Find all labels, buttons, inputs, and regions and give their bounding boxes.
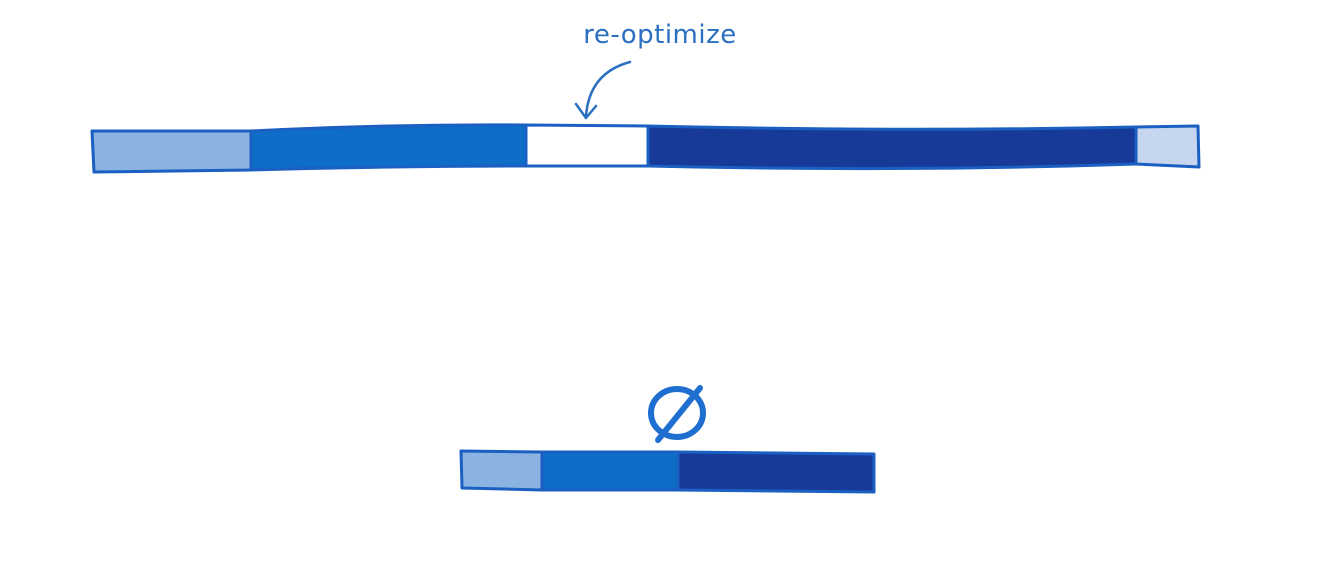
bottom-bar-segment-dark	[676, 450, 876, 494]
curved-arrow-icon	[584, 60, 632, 118]
top-bar-segment-gap	[524, 123, 650, 168]
top-bar-segment-pale	[1134, 124, 1201, 169]
top-bar-segment-dark	[646, 124, 1138, 171]
arrow-head-icon	[574, 102, 598, 120]
bottom-bar-segment-mid	[540, 450, 680, 492]
top-bar-segment-mid	[249, 123, 528, 172]
empty-set-icon	[648, 385, 706, 443]
re-optimize-label: re-optimize	[583, 20, 737, 50]
bottom-bar-segment-light	[459, 449, 544, 492]
bottom-bar	[459, 449, 876, 494]
top-bar-segment-light	[90, 129, 253, 174]
top-bar	[90, 123, 1201, 174]
